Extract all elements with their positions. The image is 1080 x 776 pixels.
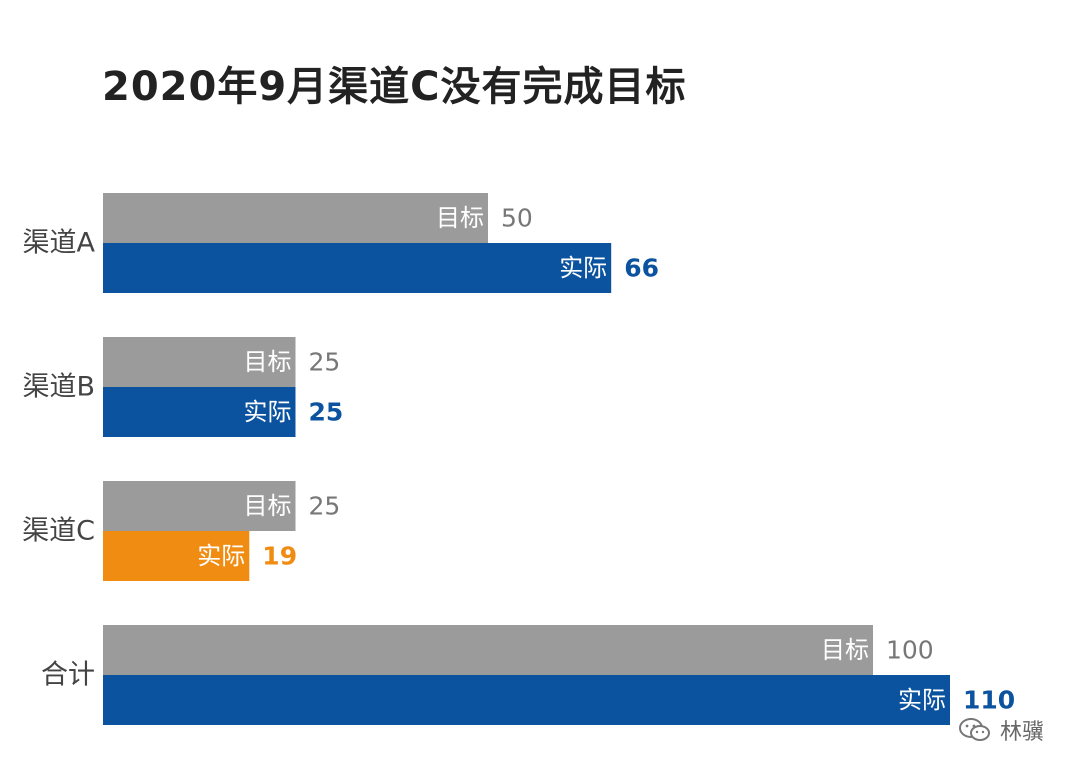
actual-value-label: 66 bbox=[624, 254, 659, 283]
category-label: 渠道A bbox=[23, 228, 96, 259]
target-bar-label: 目标 bbox=[244, 348, 292, 376]
actual-value-label: 110 bbox=[963, 686, 1015, 715]
target-bar-label: 目标 bbox=[436, 204, 484, 232]
category-label: 渠道C bbox=[22, 516, 95, 547]
actual-bar bbox=[103, 387, 296, 437]
target-bar bbox=[103, 625, 873, 675]
chart-title: 2020年9月渠道C没有完成目标 bbox=[102, 64, 687, 110]
actual-value-label: 19 bbox=[262, 542, 297, 571]
target-bar-label: 目标 bbox=[821, 636, 869, 664]
actual-bar bbox=[103, 675, 950, 725]
actual-bar-label: 实际 bbox=[898, 686, 946, 714]
actual-bar bbox=[103, 531, 250, 581]
target-bar bbox=[103, 193, 488, 243]
target-value-label: 25 bbox=[309, 348, 341, 377]
wechat-icon bbox=[958, 718, 990, 741]
actual-value-label: 25 bbox=[309, 398, 344, 427]
actual-bar-label: 实际 bbox=[244, 398, 292, 426]
target-bar bbox=[103, 481, 296, 531]
category-label: 渠道B bbox=[22, 372, 95, 403]
actual-bar bbox=[103, 243, 612, 293]
category-label: 合计 bbox=[41, 660, 95, 691]
target-bar bbox=[103, 337, 296, 387]
target-value-label: 100 bbox=[886, 636, 934, 665]
actual-bar-label: 实际 bbox=[559, 254, 607, 282]
target-bar-label: 目标 bbox=[244, 492, 292, 520]
watermark-text: 林骥 bbox=[999, 720, 1044, 745]
target-value-label: 25 bbox=[309, 492, 341, 521]
watermark: 林骥 bbox=[958, 714, 1044, 746]
actual-bar-label: 实际 bbox=[197, 542, 245, 570]
target-value-label: 50 bbox=[501, 204, 533, 233]
